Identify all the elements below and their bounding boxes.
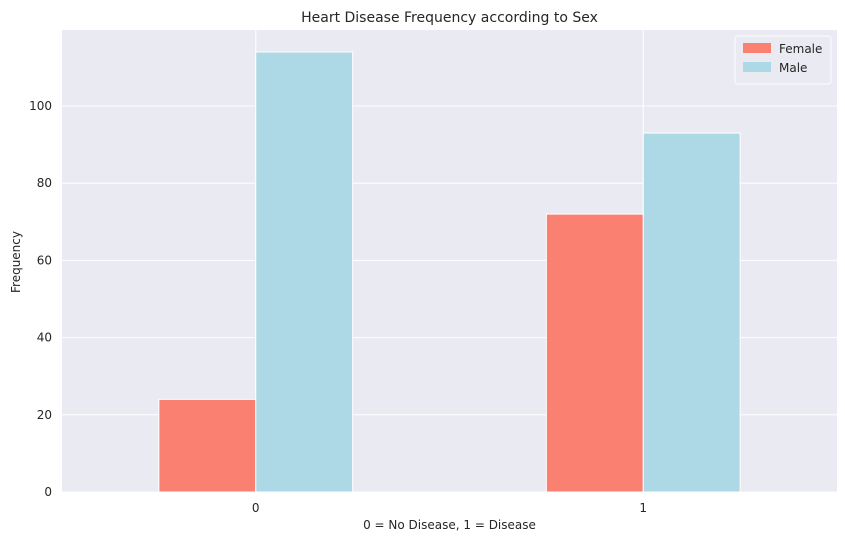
- legend-label-male: Male: [779, 61, 807, 75]
- legend-swatch-male: [743, 62, 771, 72]
- bar-female-0: [158, 398, 257, 493]
- y-axis-label: Frequency: [9, 231, 23, 293]
- bar-male-0: [255, 51, 354, 493]
- bar-female-1: [545, 213, 644, 493]
- x-tick-label: 1: [639, 501, 647, 515]
- legend: Female Male: [734, 35, 832, 85]
- y-axis-ticks: 0 20 40 60 80 100: [29, 99, 52, 499]
- y-tick-label: 60: [37, 253, 52, 267]
- legend-swatch-female: [743, 43, 771, 53]
- bars: [158, 51, 741, 493]
- bar-male-1: [642, 132, 741, 493]
- y-tick-label: 80: [37, 176, 52, 190]
- y-tick-label: 100: [29, 99, 52, 113]
- x-axis-label: 0 = No Disease, 1 = Disease: [363, 518, 536, 532]
- y-tick-label: 20: [37, 408, 52, 422]
- legend-label-female: Female: [779, 42, 822, 56]
- y-tick-label: 0: [44, 485, 52, 499]
- y-tick-label: 40: [37, 331, 52, 345]
- chart-title: Heart Disease Frequency according to Sex: [301, 10, 598, 26]
- x-tick-label: 0: [252, 501, 260, 515]
